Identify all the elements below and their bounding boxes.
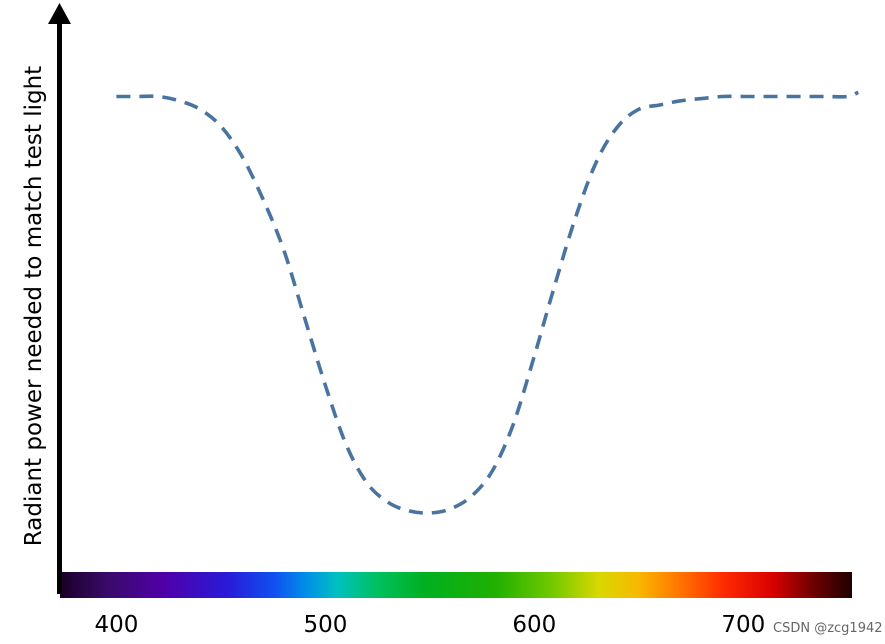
data-point [365,481,369,485]
data-point [804,95,808,99]
data-point [825,95,829,99]
series-points [114,90,860,515]
data-point [135,95,139,99]
data-point [783,95,787,99]
data-point [198,107,202,111]
data-point [449,507,453,511]
watermark: CSDN @zcg1942 [773,621,883,636]
data-point [219,124,223,128]
x-tick-label: 400 [94,612,138,638]
data-point [428,511,432,515]
data-point [344,443,348,447]
y-axis-arrowhead [48,3,71,24]
x-tick-labels: 400 500 600 700 [94,612,765,638]
x-tick-label: 600 [512,612,556,638]
y-axis-label: Radiant power needed to match test light [21,66,47,546]
x-tick-label: 500 [303,612,347,638]
series-line [116,90,860,515]
data-point [177,99,181,103]
x-tick-label: 700 [721,612,765,638]
spectrum-bar [60,572,852,598]
data-point [156,95,160,99]
